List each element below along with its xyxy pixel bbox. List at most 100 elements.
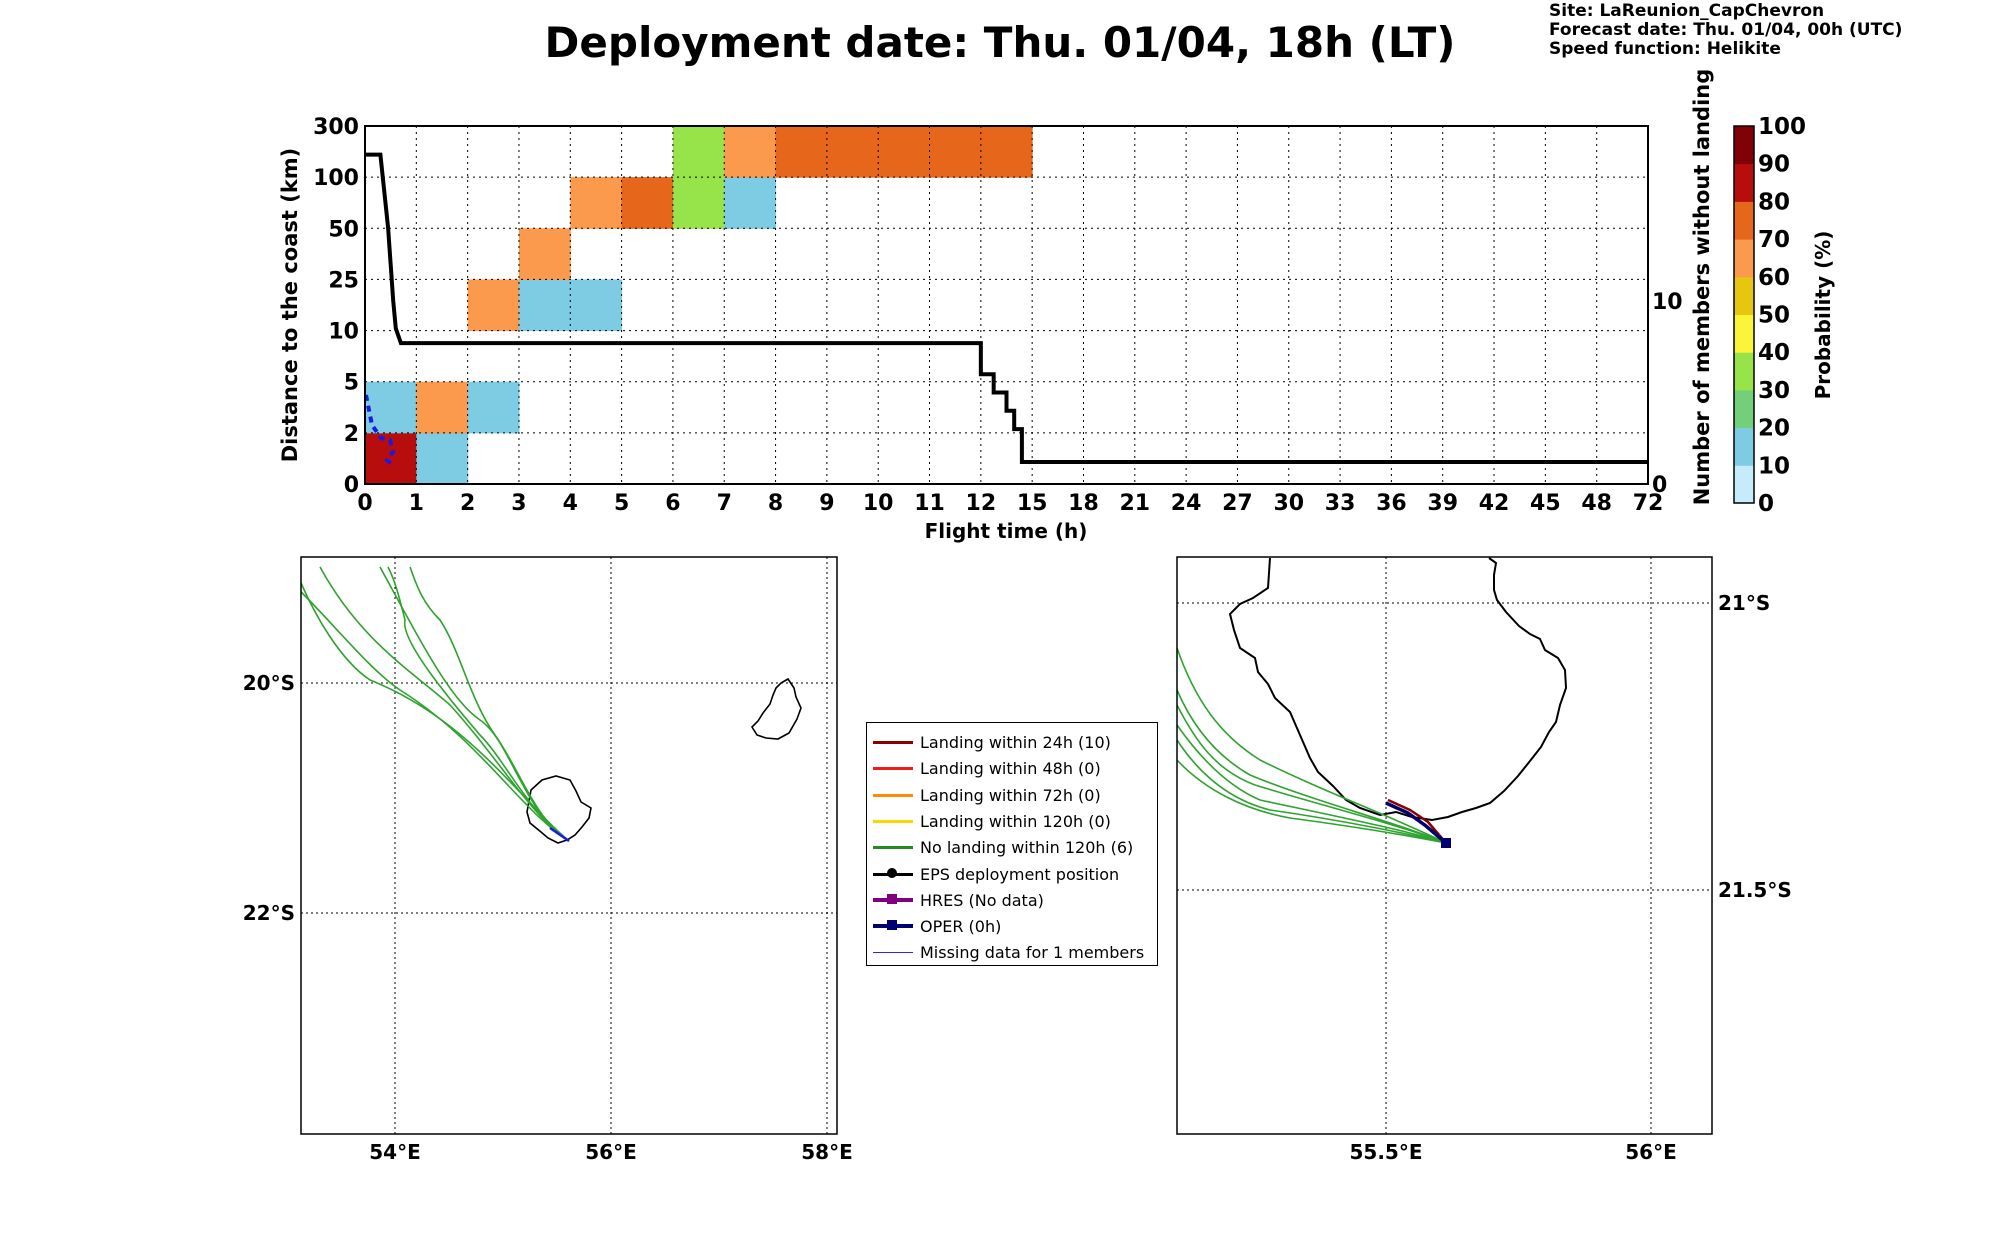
- legend-entry: Landing within 72h (0): [867, 783, 1157, 807]
- heatmap-cell-10: [621, 177, 674, 229]
- heatmap-cell-3: [416, 381, 469, 434]
- colorbar-tick-label: 10: [1758, 453, 1790, 479]
- map-overview-lon-label: 54°E: [369, 1140, 421, 1164]
- heatmap-x-tick-label: 8: [768, 491, 783, 516]
- heatmap-x-tick-label: 9: [819, 491, 834, 516]
- heatmap-cell-13: [672, 126, 725, 178]
- heatmap-cell-14: [724, 126, 777, 178]
- heatmap-y-tick-label: 10: [328, 320, 359, 345]
- map-overview-oper-track: [549, 826, 570, 843]
- mauritius-island-outline: [750, 677, 802, 740]
- heatmap-cell-8: [518, 228, 571, 280]
- legend-label: Landing within 48h (0): [920, 759, 1101, 779]
- colorbar-tick-label: 20: [1758, 416, 1790, 442]
- legend-entry: Missing data for 1 members: [867, 940, 1157, 964]
- heatmap-y-label: Distance to the coast (km): [278, 148, 302, 463]
- map-zoom-track: [1176, 689, 1447, 844]
- legend-marker: [887, 920, 897, 931]
- heatmap-x-tick-label: 4: [563, 491, 578, 516]
- heatmap-x-ticks: 0 1 2 3 4 5 6 7 8 9 10 11 12 15 18 21 24 27 30 33 36 39 42 45 48…: [357, 491, 1663, 516]
- heatmap-x-tick-label: 15: [1017, 491, 1048, 516]
- legend-entry: Landing within 24h (10): [867, 730, 1157, 754]
- colorbar-tick-label: 60: [1758, 265, 1790, 291]
- speed-function-label: Speed function: Helikite: [1549, 39, 1781, 59]
- colorbar-segment: [1734, 126, 1754, 165]
- map-overview-lon-label: 58°E: [801, 1140, 853, 1164]
- heatmap-x-tick-label: 48: [1581, 491, 1612, 516]
- legend-label: No landing within 120h (6): [920, 838, 1134, 858]
- map-overview-track: [409, 566, 570, 842]
- heatmap-y-tick-label: 300: [313, 115, 359, 140]
- map-zoom-lat-label: 21.5°S: [1718, 878, 1792, 902]
- heatmap-y-tick-label: 100: [313, 166, 359, 191]
- heatmap-x-tick-label: 39: [1427, 491, 1458, 516]
- heatmap-cell-9: [570, 177, 623, 229]
- colorbar-frame: [1733, 125, 1755, 504]
- map-zoom-landing-track: [1387, 798, 1447, 844]
- heatmap-cells: [365, 126, 1033, 485]
- heatmap-x-tick-label: 33: [1325, 491, 1356, 516]
- map-zoom-lon-label: 56°E: [1625, 1140, 1677, 1164]
- forecast-info: Site: LaReunion_CapChevron Forecast date…: [1549, 2, 1902, 59]
- probability-colorbar: [1733, 125, 1755, 504]
- forecast-date-label: Forecast date: Thu. 01/04, 00h (UTC): [1549, 20, 1903, 40]
- colorbar-label: Probability (%): [1811, 231, 1835, 400]
- heatmap-x-label: Flight time (h): [925, 519, 1088, 543]
- reunion-island-outline: [526, 775, 592, 844]
- colorbar-tick-label: 80: [1758, 189, 1790, 215]
- legend-swatch: [873, 819, 913, 823]
- map-overview-lat-label: 22°S: [243, 901, 295, 925]
- legend-label: Landing within 72h (0): [920, 785, 1101, 805]
- site-label: Site: LaReunion_CapChevron: [1549, 1, 1825, 21]
- heatmap-cell-11: [672, 177, 725, 229]
- colorbar-tick-label: 70: [1758, 227, 1790, 253]
- map-overview-tracks: [300, 566, 570, 842]
- map-zoom-track: [1176, 759, 1447, 844]
- map-overview-track: [387, 566, 570, 842]
- heatmap-cell-7: [570, 279, 623, 332]
- colorbar-segment: [1734, 352, 1754, 391]
- map-overview-ticks: 54°E 56°E 58°E 20°S 22°S: [243, 671, 853, 1164]
- heatmap-x-tick-label: 7: [717, 491, 732, 516]
- map-overview-lat-label: 20°S: [243, 671, 295, 695]
- legend-marker: [887, 893, 897, 904]
- heatmap-y-tick-label: 2: [344, 422, 359, 447]
- legend-label: Missing data for 1 members: [920, 943, 1145, 963]
- legend-label: EPS deployment position: [920, 864, 1120, 884]
- legend-swatch: [873, 793, 913, 797]
- colorbar-tick-label: 0: [1758, 491, 1774, 517]
- map-zoom-oper-marker: [1441, 838, 1451, 848]
- map-zoom-lat-label: 21°S: [1718, 591, 1770, 615]
- heatmap-cell-17: [878, 126, 931, 178]
- map-overview-track: [319, 566, 570, 842]
- heatmap-y-tick-label: 25: [328, 268, 359, 293]
- colorbar-segment: [1734, 465, 1754, 504]
- heatmap-x-tick-label: 5: [614, 491, 629, 516]
- heatmap-x-tick-label: 6: [665, 491, 680, 516]
- heatmap-y-tick-label: 50: [328, 217, 359, 242]
- heatmap-x-tick-label: 42: [1479, 491, 1510, 516]
- heatmap-x-tick-label: 18: [1068, 491, 1099, 516]
- map-legend: Landing within 24h (10) Landing within 48…: [866, 722, 1158, 966]
- heatmap-cell-5: [467, 279, 520, 332]
- legend-label: Landing within 24h (10): [920, 733, 1111, 752]
- map-overview-track: [300, 591, 570, 842]
- heatmap-right-tick-label: 10: [1652, 290, 1683, 315]
- heatmap-right-ticks: 0 10: [1652, 290, 1683, 498]
- members-without-landing-line: [365, 152, 1648, 465]
- colorbar-tick-label: 50: [1758, 303, 1790, 329]
- colorbar-ticks: 0 10 20 30 40 50 60 70 80 90 100: [1758, 114, 1806, 517]
- heatmap-x-tick-label: 11: [914, 491, 945, 516]
- heatmap-x-tick-label: 30: [1273, 491, 1304, 516]
- legend-swatch: [873, 741, 913, 744]
- colorbar-segment: [1734, 389, 1754, 429]
- heatmap-y-tick-label: 5: [344, 371, 359, 396]
- colorbar-tick-label: 40: [1758, 340, 1790, 366]
- heatmap-cell-1: [416, 432, 469, 485]
- legend-entry: No landing within 120h (6): [867, 835, 1157, 859]
- heatmap-x-tick-label: 24: [1171, 491, 1202, 516]
- heatmap-y-tick-label: 0: [344, 473, 359, 498]
- map-zoom-oper-track: [1385, 801, 1448, 845]
- map-overview-grid: [301, 557, 837, 1134]
- missing-member-trace: [364, 394, 396, 467]
